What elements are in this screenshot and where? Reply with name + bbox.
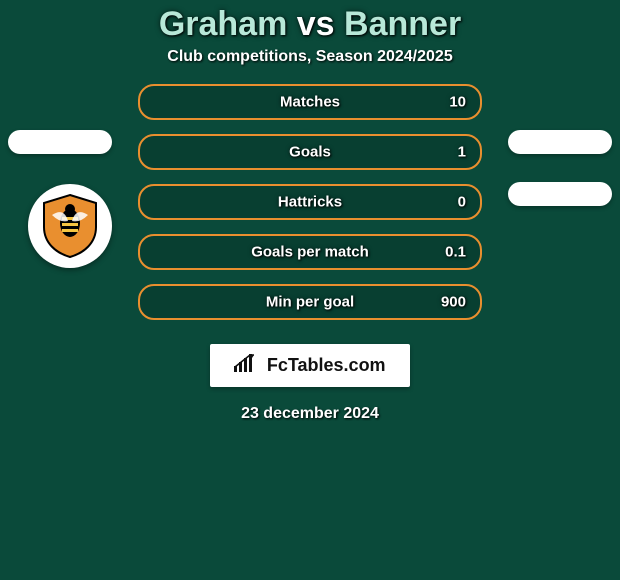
player2-name: Banner: [344, 5, 461, 43]
stat-row: Hattricks 0: [138, 184, 482, 220]
subtitle: Club competitions, Season 2024/2025: [0, 48, 620, 66]
date-text: 23 december 2024: [0, 405, 620, 423]
bar-chart-icon: [234, 354, 256, 377]
stat-value-right: 0.1: [445, 244, 466, 261]
shield-icon: [40, 193, 100, 259]
stat-row: Goals 1: [138, 134, 482, 170]
brand-box: FcTables.com: [210, 344, 409, 387]
stat-value-right: 0: [458, 194, 466, 211]
player2-pill-2: [508, 182, 612, 206]
brand-text: FcTables.com: [267, 355, 386, 376]
player1-pill: [8, 130, 112, 154]
stat-row: Matches 10: [138, 84, 482, 120]
stat-value-right: 1: [458, 144, 466, 161]
player2-pill-1: [508, 130, 612, 154]
stat-label: Goals per match: [251, 244, 369, 261]
stat-row: Min per goal 900: [138, 284, 482, 320]
team-badge: [28, 184, 112, 268]
stat-value-right: 10: [449, 94, 466, 111]
page-title: Graham vs Banner: [0, 5, 620, 44]
stat-label: Min per goal: [266, 294, 354, 311]
stat-row: Goals per match 0.1: [138, 234, 482, 270]
stat-value-right: 900: [441, 294, 466, 311]
vs-text: vs: [297, 5, 335, 43]
infographic-root: Graham vs Banner Club competitions, Seas…: [0, 5, 620, 580]
player1-name: Graham: [159, 5, 288, 43]
stat-label: Goals: [289, 144, 331, 161]
stat-label: Hattricks: [278, 194, 342, 211]
stat-label: Matches: [280, 94, 340, 111]
